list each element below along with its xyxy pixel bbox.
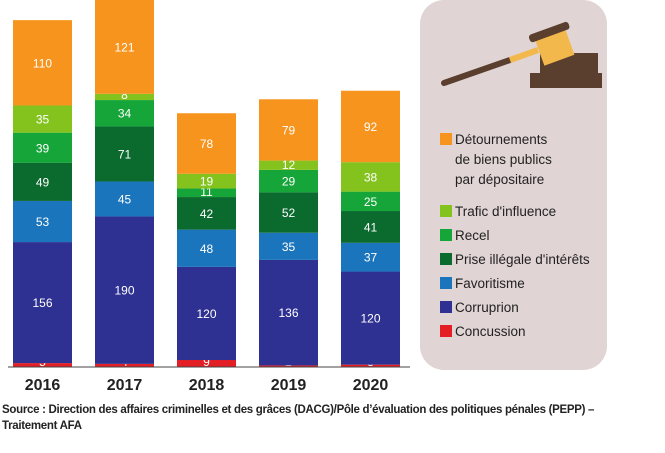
bar-segment bbox=[95, 181, 154, 217]
x-tick-label: 2018 bbox=[189, 377, 225, 394]
data-label: 48 bbox=[200, 242, 214, 256]
bar-segment bbox=[13, 200, 72, 243]
bar-segment bbox=[259, 169, 318, 193]
data-label: 120 bbox=[196, 307, 216, 321]
data-label: 11 bbox=[200, 185, 213, 199]
bar-segment bbox=[95, 126, 154, 182]
bar-segment bbox=[341, 242, 400, 272]
bar-segment bbox=[259, 192, 318, 233]
bar-segment bbox=[95, 363, 154, 367]
legend-swatch bbox=[440, 301, 452, 313]
x-tick-label: 2016 bbox=[25, 377, 61, 394]
data-label: 92 bbox=[364, 120, 378, 134]
bar-segment bbox=[341, 271, 400, 365]
legend-swatch bbox=[440, 133, 452, 145]
data-label: 34 bbox=[118, 107, 132, 121]
data-label: 120 bbox=[360, 312, 380, 326]
legend-label: Concussion bbox=[455, 324, 526, 339]
bar-segment bbox=[341, 364, 400, 367]
data-label: 110 bbox=[33, 56, 52, 70]
data-label: 190 bbox=[114, 284, 134, 298]
data-label: 49 bbox=[36, 175, 50, 189]
data-label: 8 bbox=[121, 88, 128, 102]
bar-segment bbox=[259, 259, 318, 366]
legend-label: Corruprion bbox=[455, 300, 519, 315]
data-label: 35 bbox=[282, 240, 296, 254]
bar-segment bbox=[177, 113, 236, 174]
bar-segment bbox=[341, 162, 400, 192]
bar-segment bbox=[259, 160, 318, 170]
data-label: 45 bbox=[118, 192, 132, 206]
legend-swatch bbox=[440, 325, 452, 337]
bar-segment bbox=[13, 242, 72, 364]
bar-segment bbox=[95, 216, 154, 364]
data-label: 121 bbox=[114, 40, 134, 54]
bar-segment bbox=[177, 173, 236, 189]
bar-segment bbox=[95, 0, 154, 94]
data-label: 136 bbox=[278, 306, 298, 320]
bar-segment bbox=[13, 20, 72, 106]
data-label: 156 bbox=[32, 296, 52, 310]
bar-segment bbox=[259, 365, 318, 367]
data-label: 41 bbox=[364, 220, 378, 234]
bar-segment bbox=[177, 197, 236, 230]
legend-label: Recel bbox=[455, 228, 490, 243]
bar-segment bbox=[177, 266, 236, 361]
legend-swatch bbox=[440, 229, 452, 241]
bar-segment bbox=[177, 188, 236, 198]
bar-segment bbox=[95, 93, 154, 101]
bar-segment bbox=[13, 363, 72, 367]
data-label: 37 bbox=[364, 251, 378, 265]
data-label: 53 bbox=[36, 215, 50, 229]
legend-label: de biens publics bbox=[455, 152, 552, 167]
bar-segment bbox=[341, 211, 400, 243]
data-label: 25 bbox=[364, 195, 378, 209]
data-label: 29 bbox=[282, 175, 296, 189]
data-label: 79 bbox=[282, 123, 296, 137]
data-label: 35 bbox=[36, 113, 50, 127]
bar-segment bbox=[259, 99, 318, 161]
data-label: 19 bbox=[200, 175, 214, 189]
data-label: 9 bbox=[203, 355, 210, 369]
stacked-bar-chart: 5156534939351104190457134812191204842111… bbox=[8, 0, 607, 394]
bar-segment bbox=[13, 105, 72, 133]
x-tick-label: 2019 bbox=[271, 377, 307, 394]
legend-label: par dépositaire bbox=[455, 172, 544, 187]
source-line: Traitement AFA bbox=[2, 420, 82, 432]
bar-segment bbox=[259, 232, 318, 260]
source-line: Source : Direction des affaires criminel… bbox=[2, 404, 595, 416]
bar-segment bbox=[177, 229, 236, 267]
x-tick-label: 2020 bbox=[353, 377, 389, 394]
legend-panel bbox=[420, 0, 607, 370]
data-label: 78 bbox=[200, 137, 214, 151]
bar-segment bbox=[341, 90, 400, 163]
legend-label: Favoritisme bbox=[455, 276, 525, 291]
source-note: Source : Direction des affaires criminel… bbox=[2, 402, 622, 434]
data-label: 71 bbox=[118, 147, 132, 161]
bar-segment bbox=[13, 132, 72, 163]
legend-swatch bbox=[440, 253, 452, 265]
bar-segment bbox=[13, 162, 72, 201]
legend-label: Prise illégale d'intérêts bbox=[455, 252, 590, 267]
bar-segment bbox=[95, 100, 154, 127]
x-tick-label: 2017 bbox=[107, 377, 143, 394]
legend-swatch bbox=[440, 277, 452, 289]
bar-segment bbox=[341, 191, 400, 212]
data-label: 52 bbox=[282, 206, 296, 220]
legend-swatch bbox=[440, 205, 452, 217]
bar-segment bbox=[177, 360, 236, 367]
legend-label: Trafic d'influence bbox=[455, 204, 556, 219]
data-label: 39 bbox=[36, 141, 50, 155]
gavel-icon bbox=[441, 21, 602, 88]
data-label: 42 bbox=[200, 207, 214, 221]
data-label: 12 bbox=[282, 158, 296, 172]
legend-label: Détournements bbox=[455, 132, 548, 147]
data-label: 38 bbox=[364, 170, 378, 184]
